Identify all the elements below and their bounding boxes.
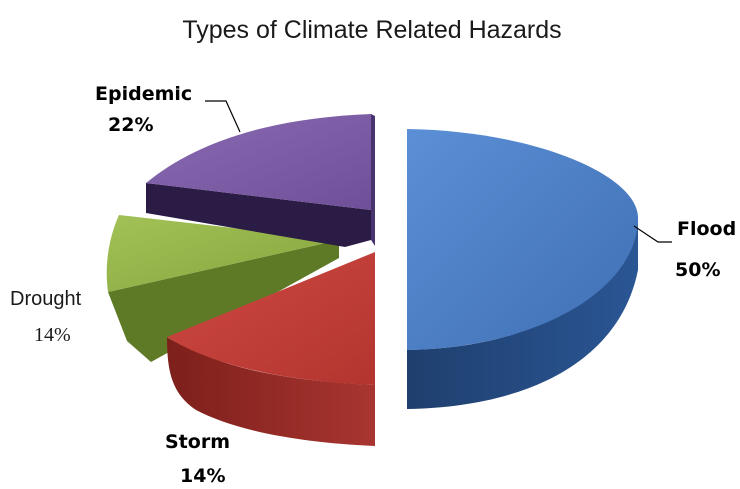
flood-percent: 50% <box>675 259 720 281</box>
flood-label: Flood <box>677 218 736 240</box>
slice-storm <box>167 252 375 446</box>
drought-label: Drought <box>10 288 82 310</box>
chart-title: Types of Climate Related Hazards <box>182 16 561 44</box>
storm-percent: 14% <box>180 465 225 487</box>
slice-flood <box>407 129 638 409</box>
epidemic-leader-line <box>205 100 241 133</box>
drought-percent: 14% <box>34 324 71 346</box>
storm-label: Storm <box>165 431 230 453</box>
flood-leader-line <box>633 225 672 243</box>
epidemic-percent: 22% <box>108 114 153 136</box>
slice-epidemic <box>146 114 375 247</box>
epidemic-label: Epidemic <box>95 83 192 105</box>
